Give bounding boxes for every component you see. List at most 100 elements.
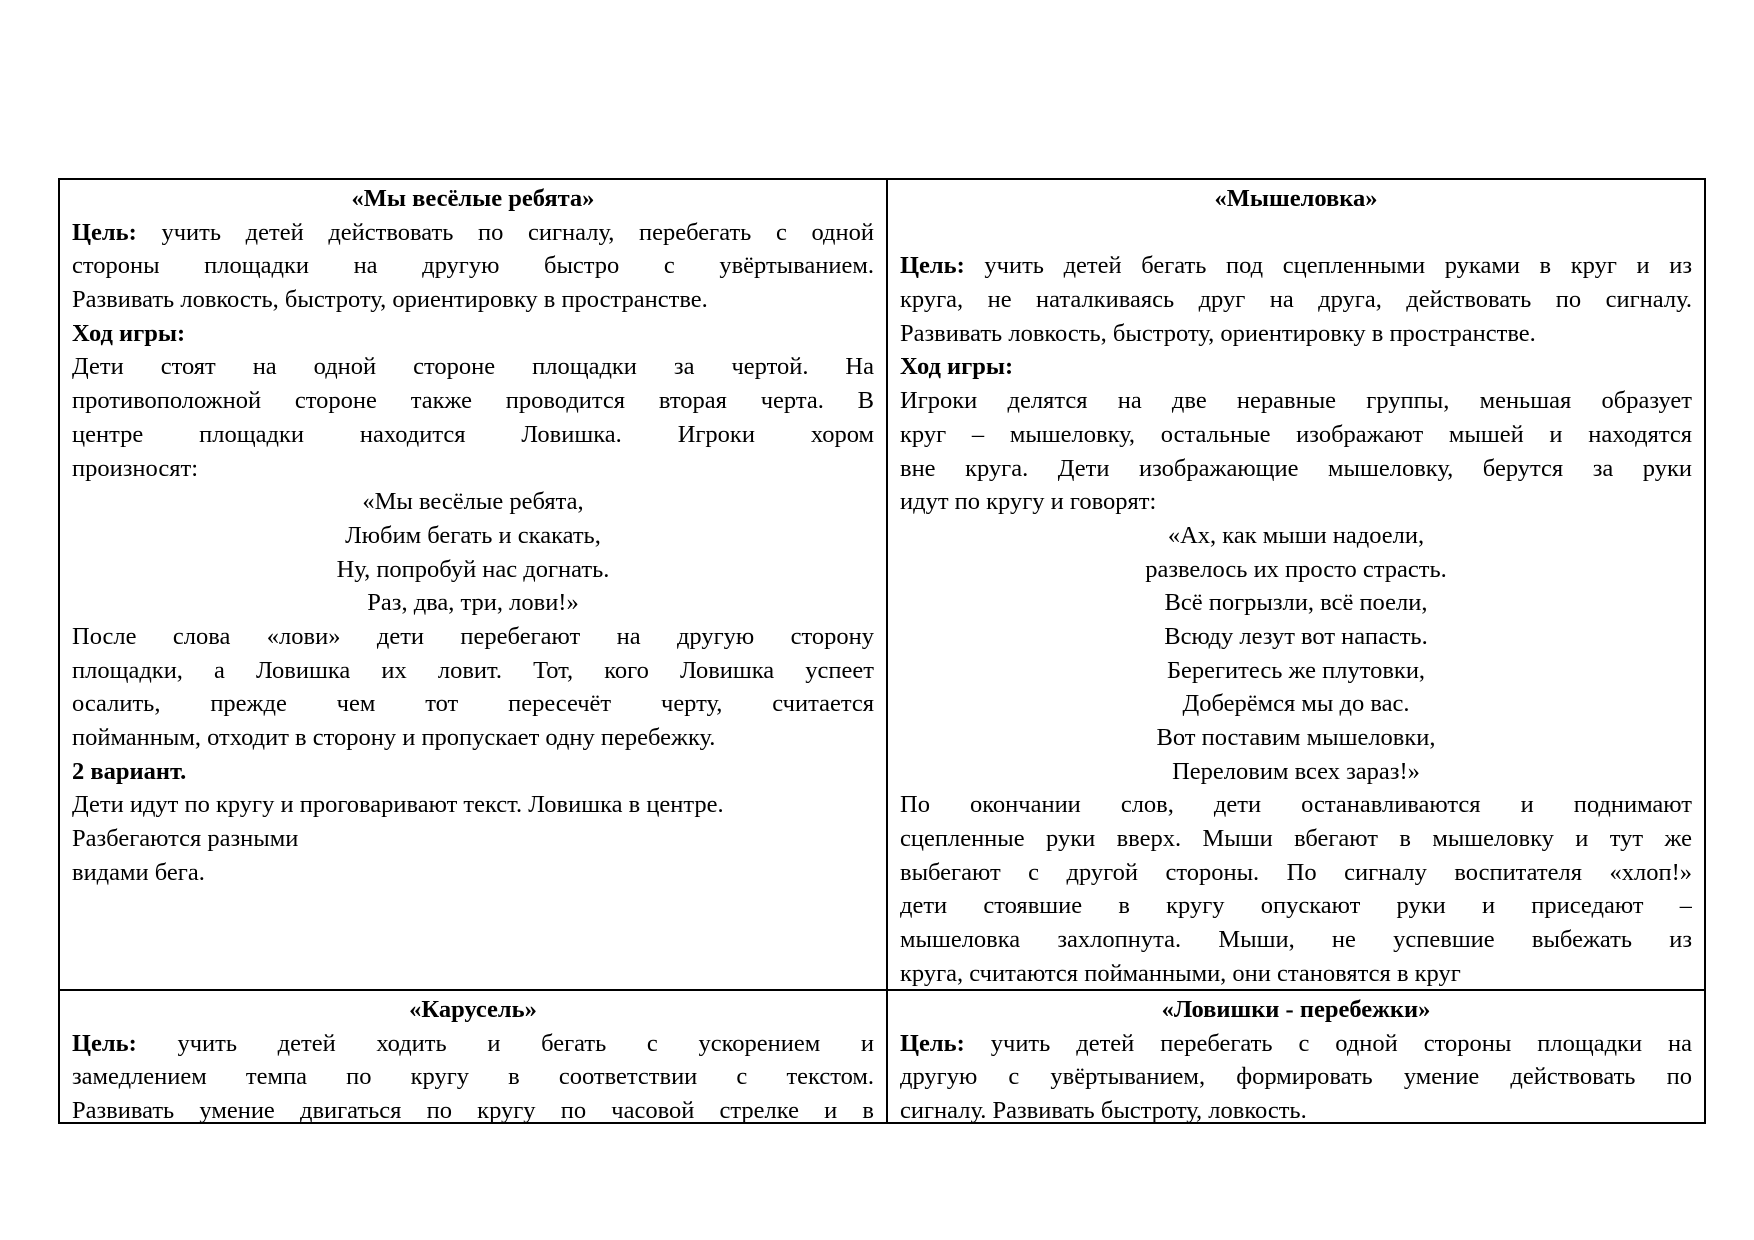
text-line: развелось их просто страсть. <box>900 553 1692 587</box>
text-line: После слова «лови» дети перебегают на др… <box>72 620 874 654</box>
bold-label: 2 вариант. <box>72 757 187 785</box>
bold-label: Цель: <box>900 1029 965 1057</box>
line-text: центре площадки находится Ловишка. Игрок… <box>72 420 874 448</box>
text-line: осалить, прежде чем тот пересечёт черту,… <box>72 687 874 721</box>
text-line: Цель: учить детей действовать по сигналу… <box>72 216 874 250</box>
line-text: По окончании слов, дети останавливаются … <box>900 791 1692 819</box>
line-text: Всюду лезут вот напасть. <box>1164 622 1428 650</box>
text-line: сигналу. Развивать быстроту, ловкость. <box>900 1094 1692 1124</box>
line-text: «Мы весёлые ребята, <box>362 488 584 516</box>
text-line: противоположной стороне также проводится… <box>72 384 874 418</box>
bold-label: Цель: <box>72 218 137 246</box>
line-text: Ну, попробуй нас догнать. <box>336 555 610 583</box>
line-text: пойманным, отходит в сторону и пропускае… <box>72 724 716 751</box>
line-text: Любим бегать и скакать, <box>345 521 601 549</box>
line-text: Развивать ловкость, быстроту, ориентиров… <box>900 319 1536 347</box>
game-title: «Мы весёлые ребята» <box>351 185 595 212</box>
line-text: Дети стоят на одной стороне площадки за … <box>72 353 874 381</box>
text-line: круга, считаются пойманными, они становя… <box>900 957 1692 989</box>
line-text: мышеловка захлопнута. Мыши, не успевшие … <box>900 926 1692 954</box>
text-line: Дети идут по кругу и проговаривают текст… <box>72 788 874 822</box>
text-line: Вот поставим мышеловки, <box>900 721 1692 755</box>
text-line: Переловим всех зараз!» <box>900 755 1692 789</box>
text-line: замедлением темпа по кругу в соответстви… <box>72 1060 874 1094</box>
text-line: Ход игры: <box>900 350 1692 384</box>
line-text: вне круга. Дети изображающие мышеловку, … <box>900 454 1692 482</box>
line-text: «Ах, как мыши надоели, <box>1167 521 1425 549</box>
text-line: центре площадки находится Ловишка. Игрок… <box>72 418 874 452</box>
text-line: Доберёмся мы до вас. <box>900 687 1692 721</box>
text-line: «Ах, как мыши надоели, <box>900 519 1692 553</box>
line-text: учить детей ходить и бегать с ускорением… <box>136 1029 874 1057</box>
text-line: круг – мышеловку, остальные изображают м… <box>900 418 1692 452</box>
text-line: Всюду лезут вот напасть. <box>900 620 1692 654</box>
text-line: пойманным, отходит в сторону и пропускае… <box>72 721 874 755</box>
line-text: Раз, два, три, лови!» <box>367 589 579 617</box>
line-text: замедлением темпа по кругу в соответстви… <box>72 1063 874 1091</box>
bold-label: Ход игры: <box>900 353 1014 381</box>
line-text: Берегитесь же плутовки, <box>1166 656 1426 684</box>
text-line: вне круга. Дети изображающие мышеловку, … <box>900 452 1692 486</box>
line-text: сигналу. Развивать быстроту, ловкость. <box>900 1097 1307 1124</box>
bold-label: Цель: <box>900 252 965 280</box>
line-text: Всё погрызли, всё поели, <box>1164 589 1428 617</box>
line-text: видами бега. <box>72 858 205 886</box>
text-line: идут по кругу и говорят: <box>900 485 1692 519</box>
line-text: Разбегаются разными <box>72 825 299 853</box>
text-line: Берегитесь же плутовки, <box>900 654 1692 688</box>
game-title: «Карусель» <box>409 996 537 1023</box>
line-text: дети стоявшие в кругу опускают руки и пр… <box>900 892 1692 920</box>
line-text: Вот поставим мышеловки, <box>1156 724 1436 751</box>
text-line: Цель: учить детей ходить и бегать с уско… <box>72 1027 874 1061</box>
line-text: учить детей бегать под сцепленными рукам… <box>964 252 1692 280</box>
game-title: «Ловишки - перебежки» <box>1161 996 1431 1023</box>
text-line: Цель: учить детей перебегать с одной сто… <box>900 1027 1692 1061</box>
line-text: Дети идут по кругу и проговаривают текст… <box>72 791 724 819</box>
line-text: круга, не наталкиваясь друг на друга, де… <box>900 286 1692 314</box>
text-line: Развивать ловкость, быстроту, ориентиров… <box>900 317 1692 351</box>
text-line: площадки, а Ловишка их ловит. Тот, кого … <box>72 654 874 688</box>
text-line: произносят: <box>72 452 874 486</box>
row-divider <box>60 989 1704 991</box>
text-line: Дети стоят на одной стороне площадки за … <box>72 350 874 384</box>
line-text: круг – мышеловку, остальные изображают м… <box>900 420 1692 448</box>
column-divider <box>886 180 888 1122</box>
text-line: выбегают с другой стороны. По сигналу во… <box>900 856 1692 890</box>
text-line: другую с увёртыванием, формировать умени… <box>900 1060 1692 1094</box>
line-text: идут по кругу и говорят: <box>900 488 1157 516</box>
line-text: Развивать ловкость, быстроту, ориентиров… <box>72 286 708 314</box>
text-line: «Мы весёлые ребята, <box>72 485 874 519</box>
text-line <box>900 216 1692 250</box>
line-text: стороны площадки на другую быстро с увёр… <box>72 252 874 280</box>
text-line: дети стоявшие в кругу опускают руки и пр… <box>900 889 1692 923</box>
text-line: Ну, попробуй нас догнать. <box>72 553 874 587</box>
line-text: развелось их просто страсть. <box>1145 555 1447 583</box>
text-line: Развивать умение двигаться по кругу по ч… <box>72 1094 874 1124</box>
text-line: По окончании слов, дети останавливаются … <box>900 788 1692 822</box>
text-line: Ход игры: <box>72 317 874 351</box>
text-line: мышеловка захлопнута. Мыши, не успевшие … <box>900 923 1692 957</box>
line-text: сцепленные руки вверх. Мыши вбегают в мы… <box>900 825 1692 853</box>
text-line: Цель: учить детей бегать под сцепленными… <box>900 249 1692 283</box>
line-text: выбегают с другой стороны. По сигналу во… <box>900 858 1692 886</box>
text-line: Всё погрызли, всё поели, <box>900 586 1692 620</box>
text-line: Разбегаются разными <box>72 822 874 856</box>
text-line: видами бега. <box>72 856 874 890</box>
line-text: Развивать умение двигаться по кругу по ч… <box>72 1097 874 1124</box>
line-text: Переловим всех зараз!» <box>1172 757 1420 785</box>
line-text: другую с увёртыванием, формировать умени… <box>900 1063 1692 1091</box>
line-text: Доберёмся мы до вас. <box>1182 690 1410 718</box>
line-text: противоположной стороне также проводится… <box>72 387 874 415</box>
text-line: Раз, два, три, лови!» <box>72 586 874 620</box>
cell-karusel: «Карусель» Цель: учить детей ходить и бег… <box>60 991 886 1124</box>
line-text: произносят: <box>72 454 199 482</box>
line-text: учить детей действовать по сигналу, пере… <box>136 218 874 246</box>
bold-label: Цель: <box>72 1029 137 1057</box>
text-line: Любим бегать и скакать, <box>72 519 874 553</box>
line-text: учить детей перебегать с одной стороны п… <box>964 1029 1692 1057</box>
text-line: Развивать ловкость, быстроту, ориентиров… <box>72 283 874 317</box>
line-text: После слова «лови» дети перебегают на др… <box>72 622 874 650</box>
text-line: сцепленные руки вверх. Мыши вбегают в мы… <box>900 822 1692 856</box>
cell-my-veselye-rebyata: «Мы весёлые ребята» Цель: учить детей дей… <box>60 180 886 989</box>
text-line: стороны площадки на другую быстро с увёр… <box>72 249 874 283</box>
